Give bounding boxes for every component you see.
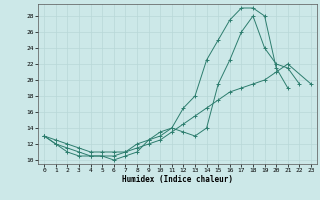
- X-axis label: Humidex (Indice chaleur): Humidex (Indice chaleur): [122, 175, 233, 184]
